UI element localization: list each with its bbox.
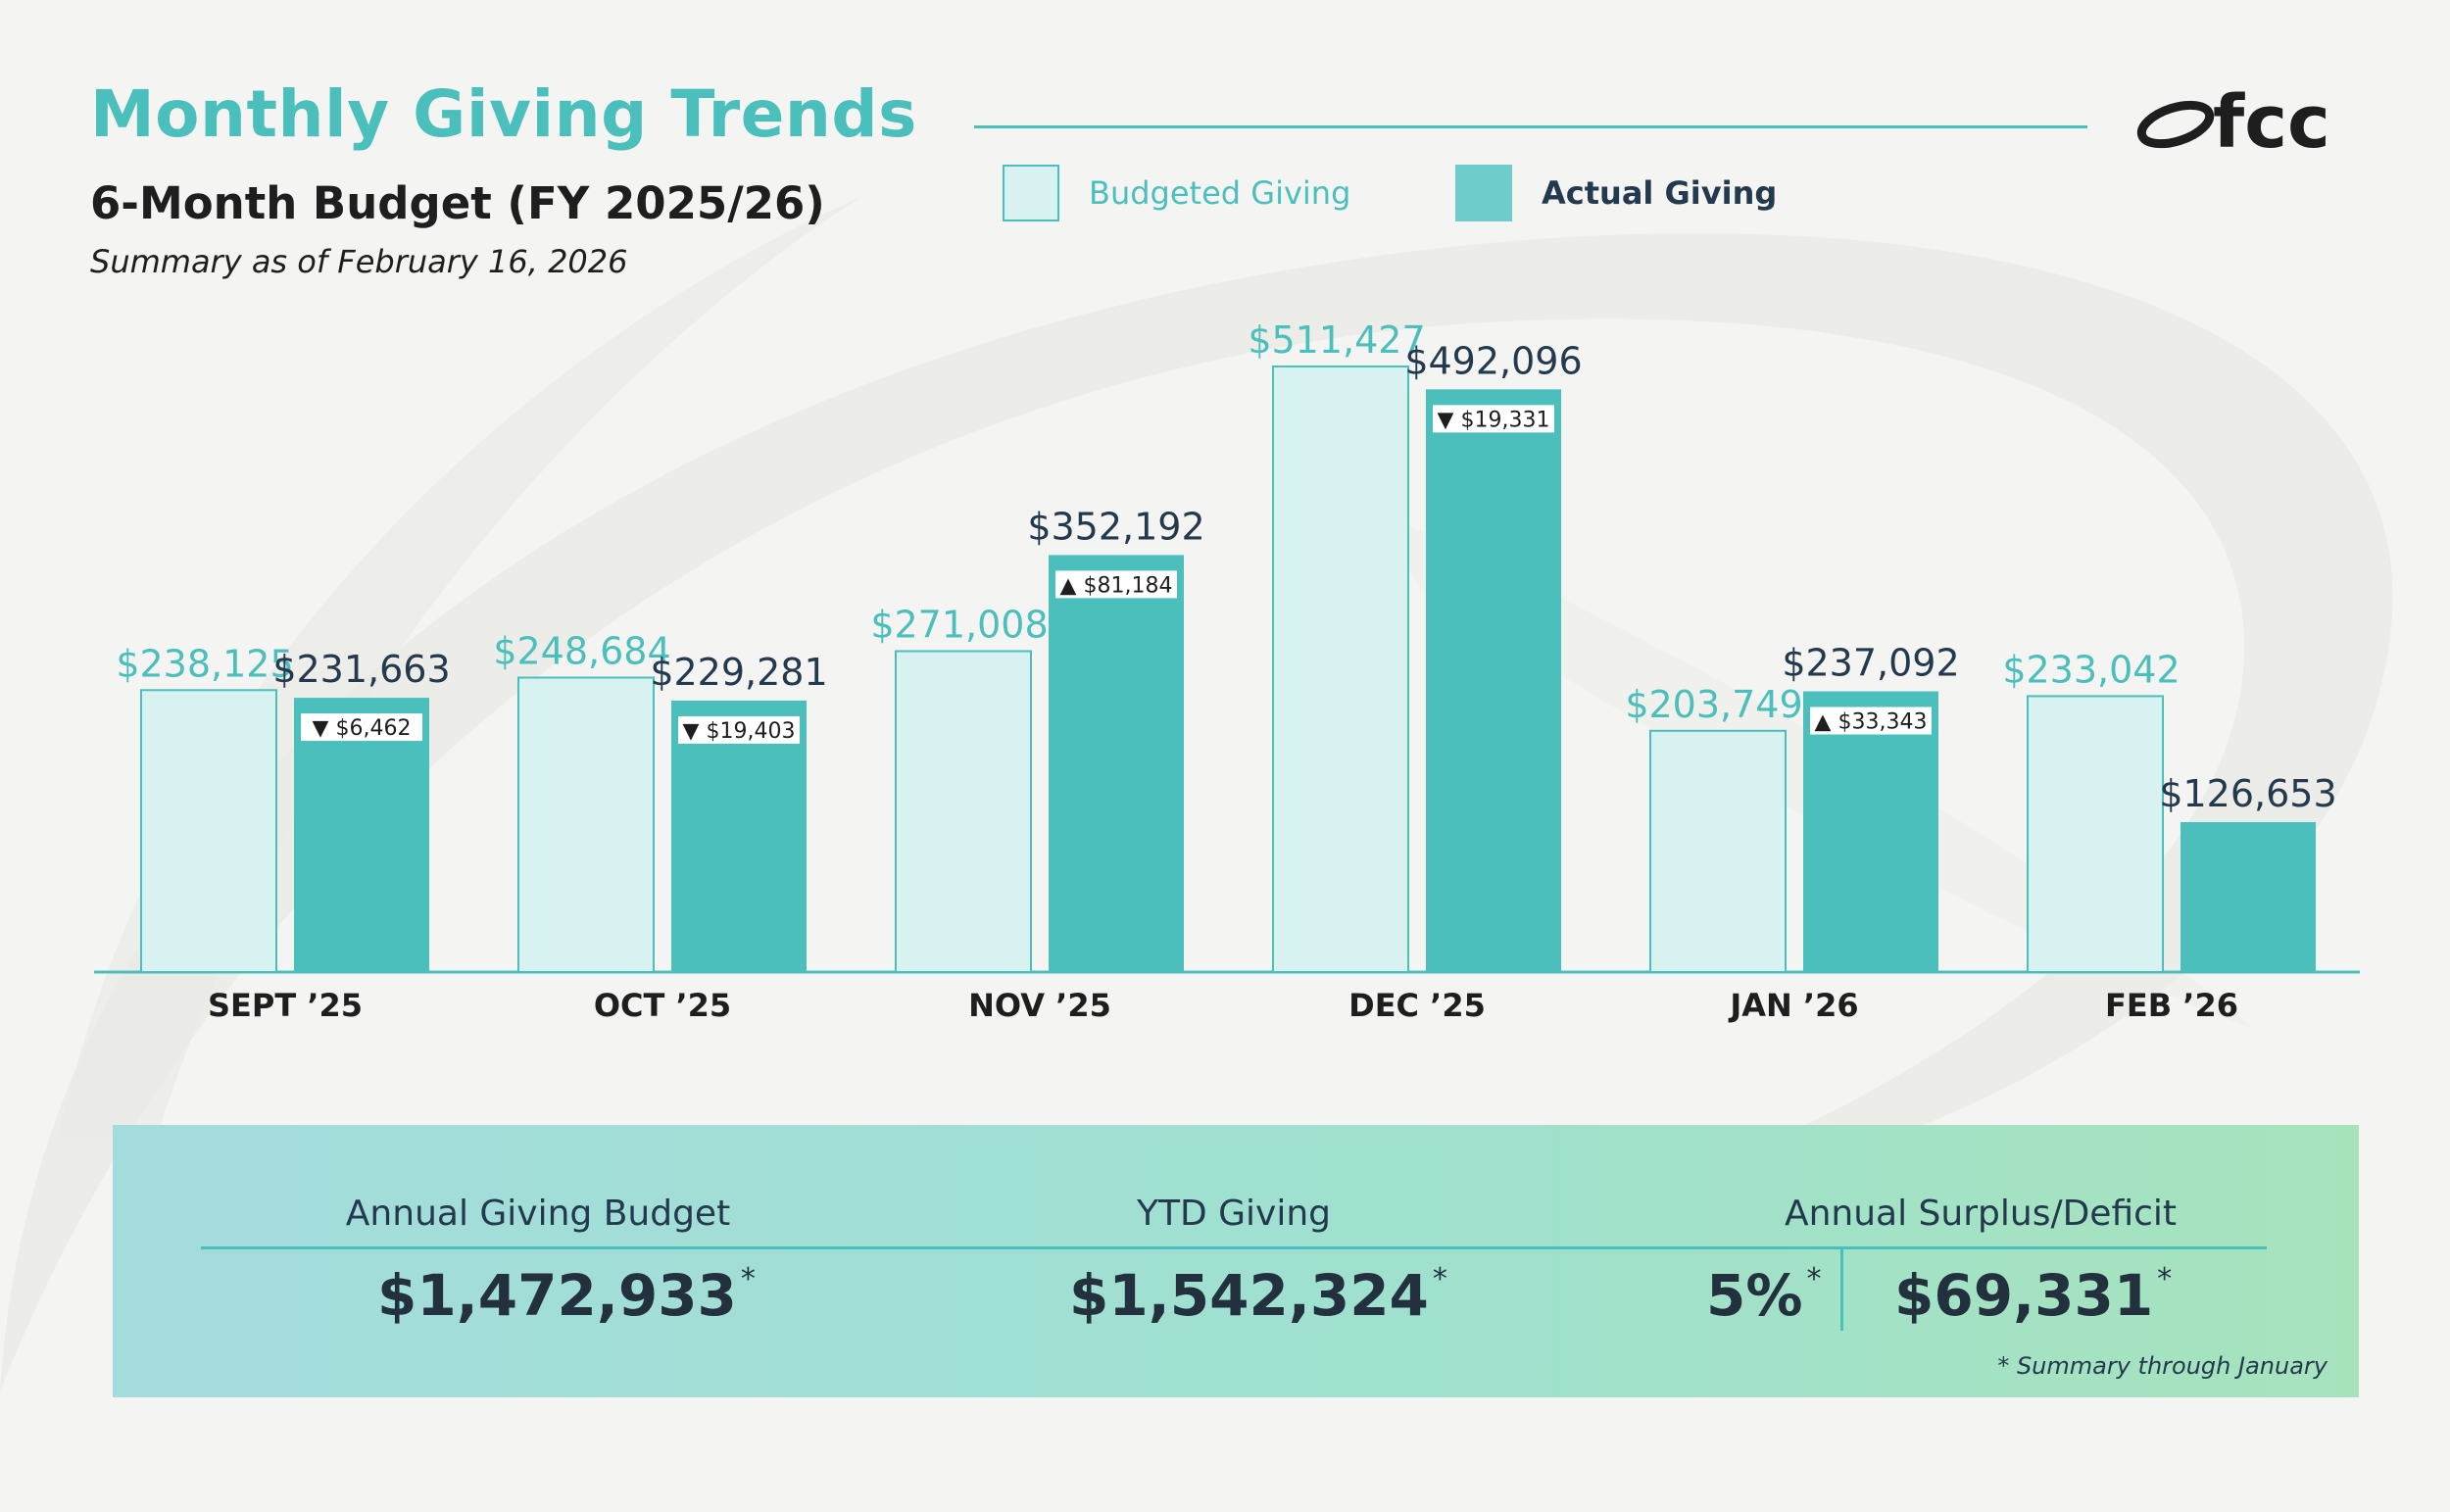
variance-label: ▲ $81,184 [1060,573,1173,598]
logo-text: fcc [2213,80,2330,157]
page-title: Monthly Giving Trends [90,76,917,152]
page-subtitle: 6-Month Budget (FY 2025/26) [90,177,825,229]
bar-budgeted [2027,695,2164,973]
bar-budgeted [895,650,1032,973]
legend-label-actual: Actual Giving [1542,174,1778,212]
fcc-logo: fcc [2136,80,2330,157]
variance-label: ▼ $6,462 [313,716,412,741]
bar-actual [1426,389,1561,972]
data-label-budgeted: $233,042 [2002,648,2180,691]
summary-vertical-divider [1840,1248,1843,1331]
variance-label-box [301,713,422,742]
giving-bar-chart: $238,125$231,663 ▼ $6,462 SEPT ’25 $248,684… [94,318,2360,1024]
bar-budgeted [517,676,655,973]
bar-budgeted [140,689,277,973]
legend-swatch-budgeted [1003,165,1059,221]
legend-label-budgeted: Budgeted Giving [1089,174,1351,212]
data-label-actual: $237,092 [1782,642,1959,685]
x-tick-label: OCT ’25 [594,987,731,1024]
bar-actual [671,700,807,972]
x-tick-label: FEB ’26 [2105,987,2238,1024]
data-label-actual: $352,192 [1027,505,1204,548]
bar-budgeted [1272,366,1409,973]
data-label-actual: $492,096 [1404,339,1582,382]
data-label-budgeted: $248,684 [493,629,670,672]
x-tick-label: JAN ’26 [1728,987,1858,1024]
variance-label: ▼ $19,331 [1438,408,1550,432]
variance-label-box [1433,405,1554,433]
ytd-label: YTD Giving [1136,1194,1332,1234]
variance-label-box [1055,570,1177,599]
bar-actual [2180,821,2316,972]
annual-budget-value: $1,472,933 * [377,1262,756,1329]
surplus-label: Annual Surplus/Deficit [1784,1194,2178,1234]
bar-actual [1803,691,1938,972]
legend-swatch-actual [1455,165,1512,221]
x-tick-label: DEC ’25 [1348,987,1486,1024]
surplus-percent: 5% * [1706,1262,1822,1329]
variance-label: ▼ $19,403 [683,719,796,744]
surplus-value: $69,331 * [1894,1262,2173,1329]
as-of-date: Summary as of February 16, 2026 [90,243,628,280]
bar-actual [1049,555,1184,972]
bar-actual [294,698,429,972]
summary-panel: Annual Giving Budget $1,472,933 * YTD Giv… [113,1125,2359,1397]
summary-divider-line [201,1246,2267,1249]
data-label-actual: $126,653 [2159,772,2336,815]
header-divider [974,125,2087,128]
bar-budgeted [1649,729,1787,973]
variance-label-box [1810,707,1932,735]
data-label-budgeted: $511,427 [1248,318,1425,362]
legend-item-actual: Actual Giving [1455,165,1777,221]
data-label-budgeted: $271,008 [870,604,1048,647]
legend-item-budgeted: Budgeted Giving [1003,165,1350,221]
variance-label-box [678,715,800,744]
annual-budget-label: Annual Giving Budget [345,1194,731,1234]
data-label-actual: $229,281 [650,651,827,694]
data-label-actual: $231,663 [272,648,450,691]
data-label-budgeted: $203,749 [1625,683,1802,726]
ytd-value: $1,542,324 * [1069,1262,1447,1329]
variance-label: ▲ $33,343 [1815,710,1928,735]
x-tick-label: NOV ’25 [968,987,1111,1024]
data-label-budgeted: $238,125 [116,642,293,685]
summary-footnote: * Summary through January [1997,1352,2328,1380]
x-tick-label: SEPT ’25 [208,987,363,1024]
